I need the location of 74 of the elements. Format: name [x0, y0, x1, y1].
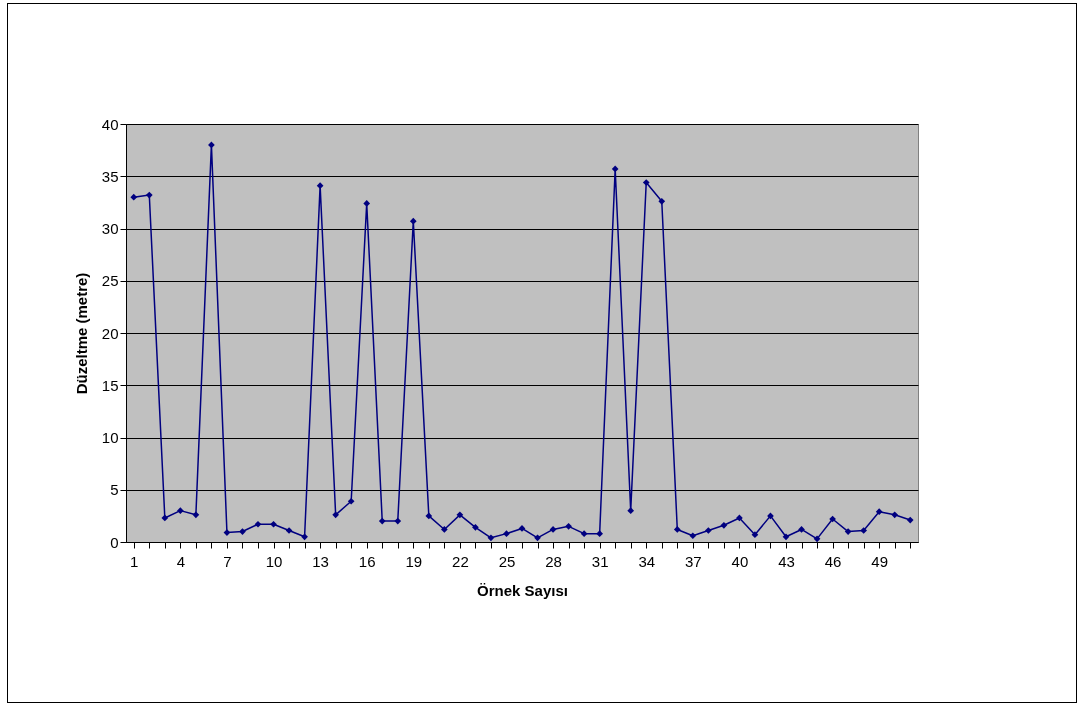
point [906, 516, 914, 524]
point [767, 512, 774, 520]
point [130, 193, 138, 201]
point [316, 182, 324, 190]
point [782, 533, 790, 541]
point [751, 531, 759, 539]
point [254, 520, 262, 528]
point [472, 524, 479, 531]
y-tick-label: 40 [101, 115, 119, 133]
point [177, 507, 184, 514]
x-tick-label: 25 [498, 552, 516, 570]
point [689, 532, 697, 540]
x-tick-label: 1 [130, 552, 139, 570]
x-tick-label: 10 [265, 552, 283, 570]
point [503, 530, 510, 537]
point [363, 200, 371, 207]
point [456, 511, 464, 519]
y-axis-title: Düzeltme (metre) [72, 272, 90, 395]
point [487, 534, 495, 542]
point [813, 535, 821, 543]
x-tick-label: 19 [405, 552, 423, 570]
point [223, 529, 231, 536]
point [161, 514, 169, 522]
y-tick-label: 30 [101, 220, 119, 237]
y-tick-label: 15 [101, 376, 119, 394]
point [673, 526, 681, 533]
point [534, 534, 541, 542]
x-tick-label: 31 [591, 552, 609, 570]
x-tick-label: 16 [358, 552, 376, 570]
point [705, 527, 712, 534]
point [301, 533, 308, 541]
point [736, 514, 743, 522]
x-tick-label: 49 [871, 552, 889, 570]
point [565, 522, 572, 530]
point [347, 497, 355, 505]
x-tick-label: 22 [452, 552, 469, 570]
point [441, 526, 448, 533]
point [425, 512, 433, 520]
y-tick-label: 5 [110, 481, 119, 499]
y-tick-label: 10 [101, 429, 119, 446]
x-tick-label: 34 [638, 552, 656, 570]
point [239, 528, 246, 535]
x-tick-label: 13 [312, 552, 329, 570]
point [378, 517, 386, 525]
point [891, 511, 899, 519]
point [145, 191, 153, 199]
y-tick-label: 20 [101, 324, 119, 342]
x-axis-title: Örnek Sayısı [477, 581, 568, 599]
point [720, 521, 728, 529]
x-tick-label: 7 [223, 552, 232, 570]
x-tick-label: 46 [824, 552, 842, 570]
x-tick-label: 40 [731, 552, 749, 570]
y-tick-label: 0 [110, 533, 119, 551]
point [332, 511, 339, 519]
x-tick-label: 28 [545, 552, 562, 570]
point [596, 530, 603, 537]
point [192, 511, 200, 519]
point [798, 526, 805, 533]
point [611, 165, 619, 173]
y-tick-label: 35 [101, 167, 119, 185]
point [270, 520, 277, 528]
point [394, 517, 402, 525]
x-tick-label: 37 [684, 552, 702, 570]
x-tick-label: 43 [778, 552, 795, 570]
y-tick-label: 25 [101, 272, 119, 290]
point [409, 217, 417, 225]
point [627, 507, 635, 514]
point [580, 530, 588, 537]
point [658, 197, 666, 205]
point [642, 179, 650, 186]
point [860, 527, 867, 534]
point [208, 141, 215, 149]
point [875, 508, 883, 516]
x-tick-label: 4 [176, 552, 186, 570]
